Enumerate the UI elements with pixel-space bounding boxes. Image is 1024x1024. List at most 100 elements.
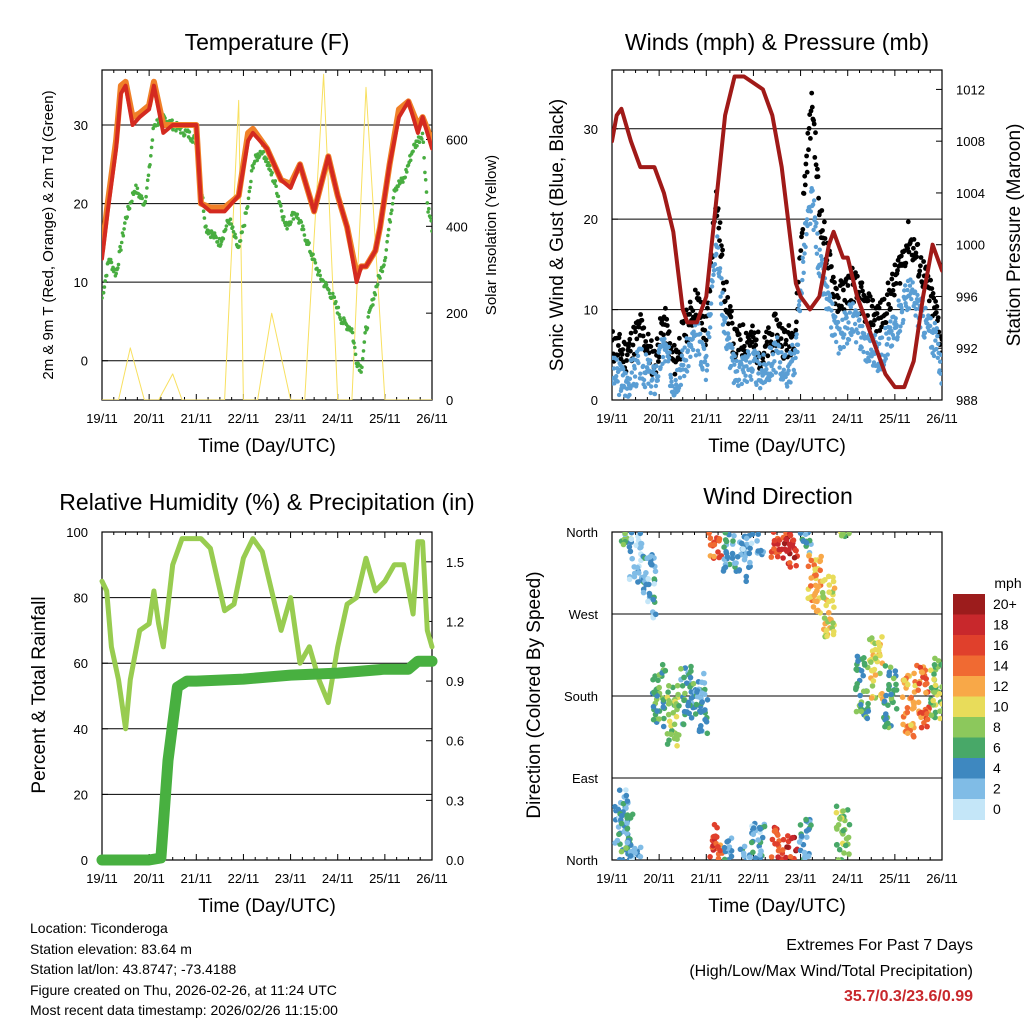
wind-point xyxy=(817,247,822,252)
dewpoint-point xyxy=(123,221,127,225)
wind-point xyxy=(856,311,861,316)
wind-point xyxy=(717,266,723,271)
wind-point xyxy=(794,332,799,337)
wind-point xyxy=(841,344,846,350)
direction-point xyxy=(905,681,911,688)
wind-point xyxy=(634,382,639,387)
y2-axis-label: Station Pressure (Maroon) xyxy=(1004,124,1024,347)
dewpoint-point xyxy=(170,118,174,122)
wind-point xyxy=(779,350,784,355)
wind-point xyxy=(813,224,818,229)
dewpoint-point xyxy=(116,266,120,270)
direction-point xyxy=(675,691,681,698)
y-tick-label: 10 xyxy=(584,303,598,318)
wind-point xyxy=(744,379,750,384)
y2-tick-label: 1012 xyxy=(956,82,985,97)
gust-point xyxy=(801,191,807,196)
wind-point xyxy=(845,326,850,331)
wind-point xyxy=(714,251,719,257)
wind-point xyxy=(846,320,851,325)
gust-point xyxy=(930,291,936,296)
direction-point xyxy=(674,682,681,689)
direction-point xyxy=(805,595,811,602)
gust-point xyxy=(829,264,834,269)
wind-point xyxy=(707,334,712,340)
direction-point xyxy=(825,573,832,580)
direction-point xyxy=(685,699,692,706)
wind-point xyxy=(643,352,649,357)
gust-point xyxy=(619,351,625,357)
dewpoint-point xyxy=(332,295,337,300)
wind-point xyxy=(903,303,909,309)
y2-tick-label: 0.9 xyxy=(446,674,464,689)
gust-point xyxy=(764,339,770,345)
wind-point xyxy=(898,324,903,329)
x-tick-label: 20/11 xyxy=(133,871,165,886)
gust-point xyxy=(808,108,814,114)
dewpoint-point xyxy=(361,349,366,353)
wind-point xyxy=(814,220,819,226)
legend-label: 16 xyxy=(993,637,1009,653)
wind-point xyxy=(701,346,707,352)
gust-point xyxy=(809,90,815,96)
dewpoint-point xyxy=(187,130,192,134)
wind-point xyxy=(937,359,942,364)
direction-point xyxy=(846,821,853,828)
wind-point xyxy=(704,353,709,359)
gust-point xyxy=(728,314,734,320)
humidity-line xyxy=(99,536,435,732)
wind-point xyxy=(834,339,839,345)
dewpoint-point xyxy=(237,244,241,249)
wind-point xyxy=(743,373,748,378)
gust-point xyxy=(793,327,799,333)
wind-point xyxy=(808,221,813,226)
wind-point xyxy=(709,284,715,289)
dewpoint-point xyxy=(383,255,388,260)
dewpoint-point xyxy=(371,297,376,301)
direction-point xyxy=(741,853,747,859)
gust-point xyxy=(806,147,811,153)
wind-point xyxy=(811,227,816,233)
direction-point xyxy=(808,822,814,828)
dewpoint-point xyxy=(331,291,335,296)
x-tick-label: 21/11 xyxy=(180,411,212,426)
wind-point xyxy=(894,322,899,328)
wind-point xyxy=(895,334,900,340)
direction-point xyxy=(618,820,625,827)
precip-line xyxy=(96,655,438,866)
x-tick-label: 23/11 xyxy=(785,871,817,886)
wind-point xyxy=(673,377,678,383)
direction-point xyxy=(826,589,832,595)
direction-point xyxy=(875,647,882,654)
direction-point xyxy=(790,537,797,543)
direction-point xyxy=(692,711,699,717)
wind-point xyxy=(865,350,870,356)
wind-point xyxy=(933,338,938,343)
y-tick-label: East xyxy=(572,771,598,786)
plot-area xyxy=(612,74,942,399)
direction-point xyxy=(666,683,672,689)
wind-point xyxy=(726,336,732,341)
dewpoint-point xyxy=(114,271,118,276)
wind-point xyxy=(913,313,918,318)
gust-point xyxy=(816,195,821,201)
dewpoint-point xyxy=(382,258,387,263)
dewpoint-point xyxy=(182,133,187,137)
wind-point xyxy=(695,348,701,353)
wind-point xyxy=(842,332,847,337)
wind-point xyxy=(792,371,797,376)
wind-point xyxy=(938,352,942,357)
wind-point xyxy=(915,292,920,298)
x-tick-label: 26/11 xyxy=(926,411,958,426)
y2-tick-label: 992 xyxy=(956,341,978,356)
dewpoint-point xyxy=(144,194,148,199)
gust-point xyxy=(836,295,841,301)
wind-point xyxy=(641,377,647,383)
direction-point xyxy=(904,709,911,716)
wind-point xyxy=(734,369,740,374)
direction-point xyxy=(924,716,931,723)
dewpoint-point xyxy=(426,210,430,214)
wind-point xyxy=(860,323,865,329)
dewpoint-point xyxy=(217,236,222,241)
y2-tick-label: 400 xyxy=(446,219,468,234)
